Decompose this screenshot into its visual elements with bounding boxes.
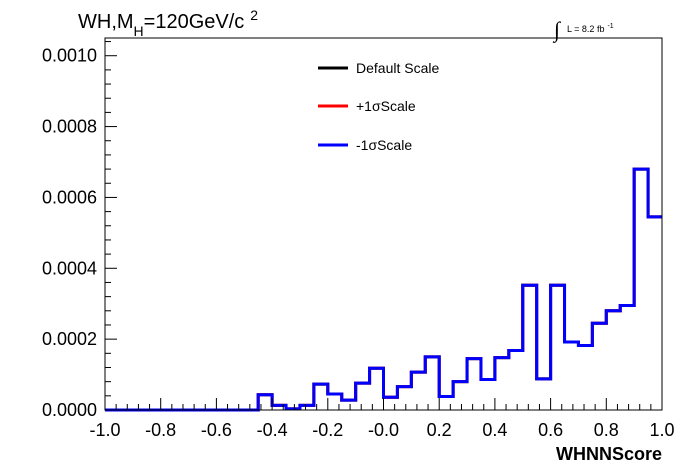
x-tick-label: -0.0 xyxy=(368,420,399,440)
histogram-series-2 xyxy=(105,167,662,412)
x-tick-label: 0.4 xyxy=(482,420,507,440)
lumi-integral-sign: ∫ xyxy=(552,17,562,43)
axes-layer: -1.0 -0.8 -0.6 -0.4 -0.2 -0.0 0.2 0.4 0.6 0.8 1.0 0… xyxy=(42,41,675,440)
lumi-label: ∫ L = 8.2 fb -1 xyxy=(552,17,614,43)
lumi-text: L = 8.2 fb -1 xyxy=(567,23,614,34)
y-tick-label: 0.0006 xyxy=(42,187,97,207)
x-tick-label: -0.2 xyxy=(312,420,343,440)
x-tick-label: -0.4 xyxy=(257,420,288,440)
legend-label: +1σScale xyxy=(356,98,416,114)
y-tick-label: 0.0000 xyxy=(42,400,97,420)
x-tick-label: 0.6 xyxy=(538,420,563,440)
y-tick-label: 0.0004 xyxy=(42,258,97,278)
x-tick-label: 0.2 xyxy=(427,420,452,440)
x-axis-label: WHNNScore xyxy=(556,444,662,464)
legend-label: -1σScale xyxy=(356,137,412,153)
x-tick-label: 1.0 xyxy=(649,420,674,440)
y-tick-label: 0.0008 xyxy=(42,117,97,137)
x-tick-label: 0.8 xyxy=(594,420,619,440)
histogram-layer xyxy=(105,167,662,412)
plot-frame xyxy=(104,37,663,411)
x-tick-label: -0.8 xyxy=(145,420,176,440)
chart-title: WH,MH=120GeV/c 2 xyxy=(78,7,258,39)
x-tick-label: -1.0 xyxy=(89,420,120,440)
y-tick-label: 0.0002 xyxy=(42,329,97,349)
legend-label: Default Scale xyxy=(356,60,439,76)
y-tick-label: 0.0010 xyxy=(42,46,97,66)
x-tick-label: -0.6 xyxy=(201,420,232,440)
legend: Default Scale +1σScale -1σScale xyxy=(318,60,439,153)
